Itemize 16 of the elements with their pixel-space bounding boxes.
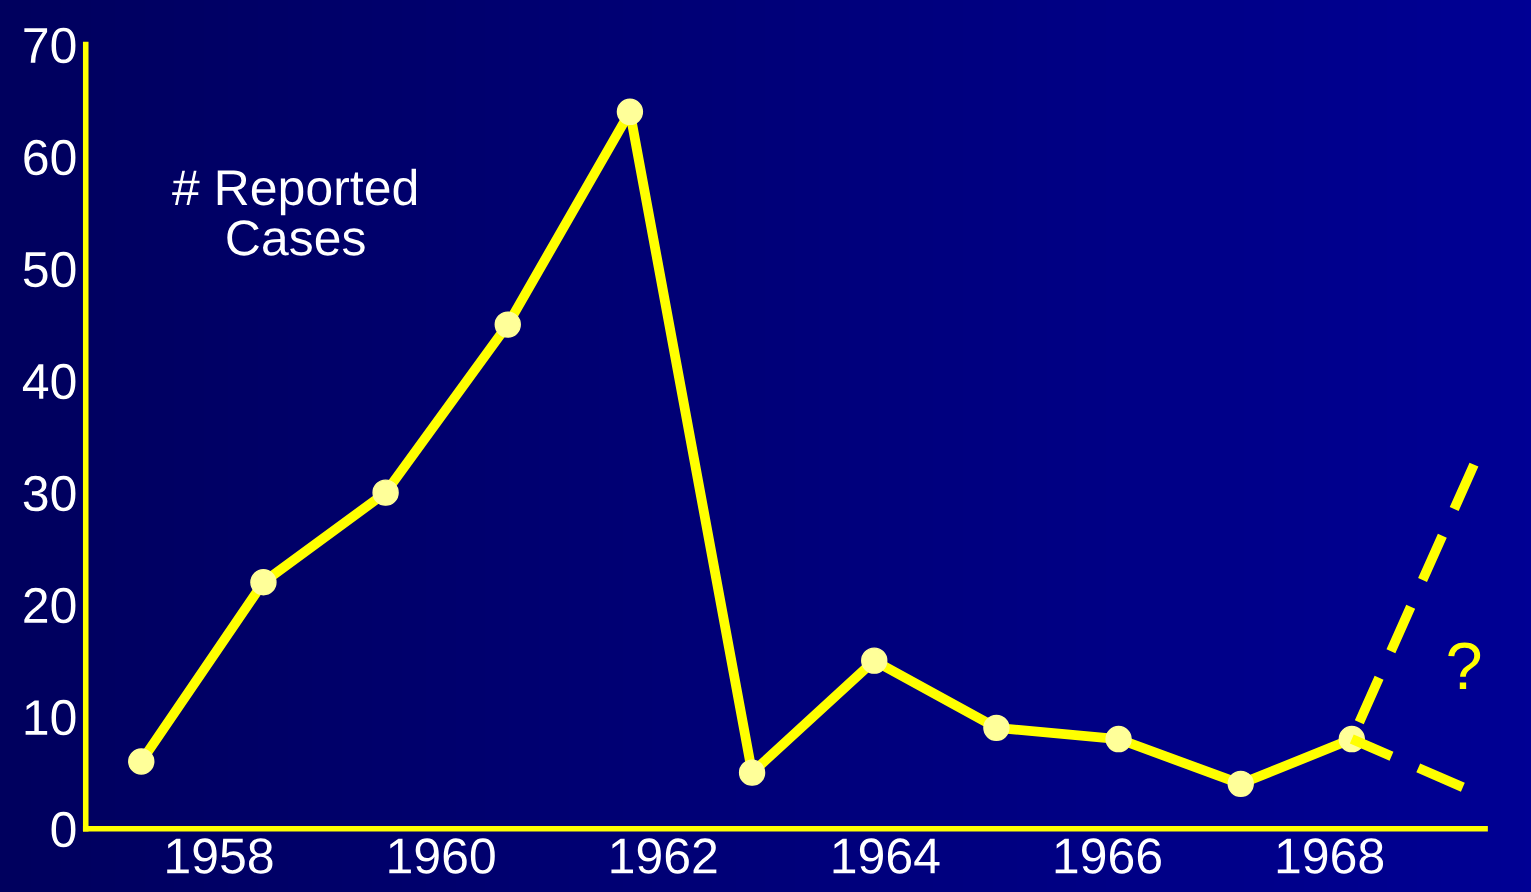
y-tick-label: 60 [24, 139, 76, 176]
x-tick-label: 1966 [1055, 838, 1161, 874]
x-tick-label: 1958 [167, 838, 273, 874]
x-tick-label: 1968 [1277, 838, 1384, 874]
y-tick-label: 20 [24, 587, 76, 624]
x-tick-label: 1962 [611, 838, 717, 874]
x-tick-label: 1960 [389, 838, 495, 874]
y-tick-label: 40 [22, 363, 76, 400]
x-tick-label: 1964 [833, 838, 940, 874]
y-tick-label: 70 [24, 27, 76, 64]
y-tick-label: 50 [23, 251, 76, 288]
y-tick-label: 30 [23, 475, 76, 512]
y-tick-label: 0 [51, 811, 76, 848]
annotation: ? [1448, 642, 1481, 690]
y-tick-label: 10 [25, 699, 76, 736]
annotation: # Reported Cases [172, 168, 417, 256]
